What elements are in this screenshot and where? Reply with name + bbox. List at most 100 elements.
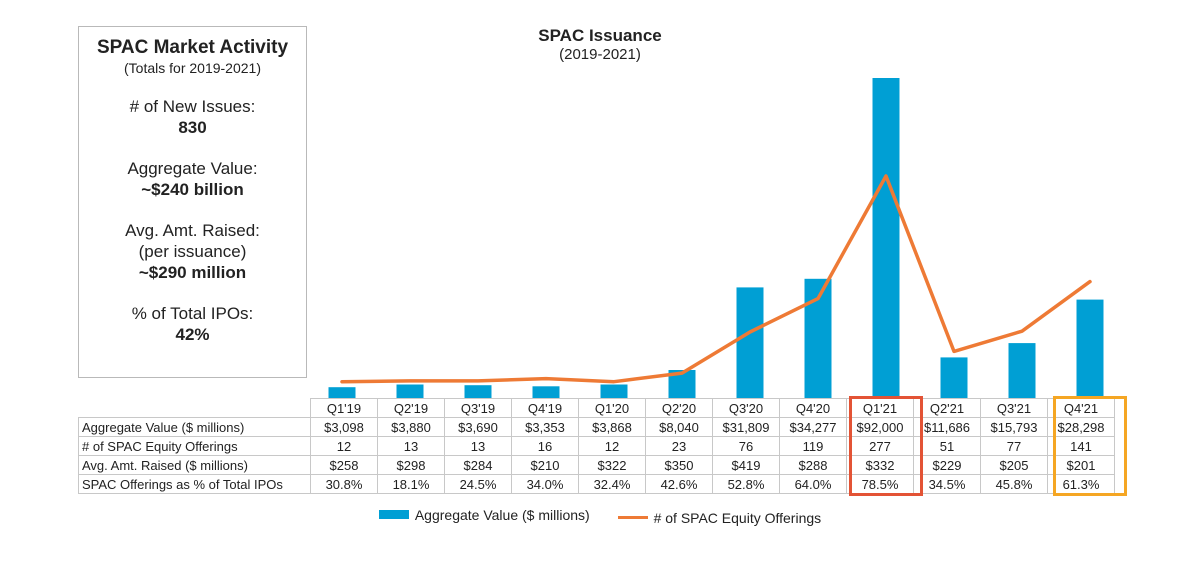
summary-box: SPAC Market Activity (Totals for 2019-20… — [78, 26, 307, 378]
summary-stat-value: 42% — [175, 325, 210, 344]
data-table: Q1'19 Q2'19 Q3'19 Q4'19 Q1'20 Q2'20 Q3'20 Q4'20… — [78, 398, 1115, 494]
legend-item-bar: Aggregate Value ($ millions) — [378, 506, 590, 523]
table-cell: $298 — [377, 455, 445, 475]
table-cell: $3,353 — [511, 417, 579, 437]
table-cell: 77 — [980, 436, 1048, 456]
table-cell: $288 — [779, 455, 847, 475]
summary-stat-label: Avg. Amt. Raised: — [125, 221, 260, 240]
table-cell: 119 — [779, 436, 847, 456]
table-header-cell: Q1'20 — [578, 398, 646, 418]
table-cell: $3,880 — [377, 417, 445, 437]
table-cell: 13 — [444, 436, 512, 456]
legend-label-bar: Aggregate Value ($ millions) — [414, 506, 590, 523]
table-header-cell: Q1'19 — [310, 398, 378, 418]
table-cell: $332 — [846, 455, 914, 475]
summary-stat-note: (per issuance) — [138, 242, 247, 261]
table-cell: 34.5% — [913, 474, 981, 494]
summary-stat-value: ~$240 billion — [141, 180, 244, 199]
summary-stat-label: % of Total IPOs: — [131, 304, 254, 323]
table-cell: $322 — [578, 455, 646, 475]
table-header-cell: Q3'19 — [444, 398, 512, 418]
table-row: Avg. Amt. Raised ($ millions) $258 $298 $28… — [78, 455, 1115, 475]
bar-Q3'21 — [1008, 343, 1036, 398]
table-cell: $3,098 — [310, 417, 378, 437]
table-cell: $284 — [444, 455, 512, 475]
bar-Q4'21 — [1076, 299, 1104, 398]
table-row: SPAC Offerings as % of Total IPOs 30.8% 18… — [78, 474, 1115, 494]
table-cell: 23 — [645, 436, 713, 456]
bar-Q1'19 — [328, 387, 356, 398]
table-cell: 32.4% — [578, 474, 646, 494]
table-cell: 64.0% — [779, 474, 847, 494]
table-cell: $8,040 — [645, 417, 713, 437]
legend-swatch-bar — [378, 510, 409, 519]
table-cell: 42.6% — [645, 474, 713, 494]
table-cell: $15,793 — [980, 417, 1048, 437]
table-header-cell: Q1'21 — [846, 398, 914, 418]
table-cell: 16 — [511, 436, 579, 456]
table-cell: $31,809 — [712, 417, 780, 437]
table-header-cell: Q2'21 — [913, 398, 981, 418]
summary-stat: Avg. Amt. Raised: (per issuance) ~$290 mil… — [79, 220, 306, 283]
summary-title: SPAC Market Activity — [96, 37, 289, 58]
table-cell: $205 — [980, 455, 1048, 475]
bar-Q2'19 — [396, 384, 424, 398]
table-row: # of SPAC Equity Offerings 12 13 13 16 12 23 76… — [78, 436, 1115, 456]
table-cell: $210 — [511, 455, 579, 475]
table-cell: 45.8% — [980, 474, 1048, 494]
table-cell: 51 — [913, 436, 981, 456]
table-cell: 141 — [1047, 436, 1115, 456]
table-cell: 52.8% — [712, 474, 780, 494]
summary-stat: Aggregate Value: ~$240 billion — [79, 158, 306, 200]
legend-swatch-line — [617, 516, 648, 519]
series-line-offerings — [340, 174, 1092, 384]
table-cell: 12 — [310, 436, 378, 456]
table-cell: $11,686 — [913, 417, 981, 437]
bar-Q3'19 — [464, 385, 492, 398]
table-cell: $229 — [913, 455, 981, 475]
summary-stat-value: 830 — [178, 118, 207, 137]
legend-label-line: # of SPAC Equity Offerings — [653, 509, 822, 526]
summary-stat-value: ~$290 million — [138, 263, 247, 282]
legend-item-line: # of SPAC Equity Offerings — [617, 509, 822, 526]
summary-subtitle: (Totals for 2019-2021) — [124, 60, 261, 76]
table-cell: $3,868 — [578, 417, 646, 437]
table-cell: $201 — [1047, 455, 1115, 475]
chart-title: SPAC Issuance — [538, 26, 662, 45]
table-cell: 24.5% — [444, 474, 512, 494]
bar-Q1'20 — [600, 384, 628, 398]
table-cell: $92,000 — [846, 417, 914, 437]
table-cell: 61.3% — [1047, 474, 1115, 494]
data-table-wrap: Q1'19 Q2'19 Q3'19 Q4'19 Q1'20 Q2'20 Q3'20 Q4'20… — [78, 398, 1115, 494]
table-cell: $258 — [310, 455, 378, 475]
table-cell: 277 — [846, 436, 914, 456]
table-cell: $419 — [712, 455, 780, 475]
table-cell: 13 — [377, 436, 445, 456]
table-header-cell: Q4'19 — [511, 398, 579, 418]
legend: Aggregate Value ($ millions) # of SPAC E… — [0, 506, 1200, 526]
table-cell: $28,298 — [1047, 417, 1115, 437]
table-corner — [79, 399, 311, 418]
table-header-cell: Q2'19 — [377, 398, 445, 418]
table-header-cell: Q4'20 — [779, 398, 847, 418]
bar-Q2'21 — [940, 357, 968, 398]
table-row: Aggregate Value ($ millions) $3,098 $3,880… — [78, 417, 1115, 437]
table-cell: $3,690 — [444, 417, 512, 437]
table-row-label: Aggregate Value ($ millions) — [78, 417, 311, 437]
bar-Q3'20 — [736, 287, 764, 398]
table-header-cell: Q3'21 — [980, 398, 1048, 418]
table-cell: 18.1% — [377, 474, 445, 494]
table-row-label: Avg. Amt. Raised ($ millions) — [78, 455, 311, 475]
bar-Q1'21 — [872, 78, 900, 398]
table-header-cell: Q3'20 — [712, 398, 780, 418]
chart-plot — [328, 78, 1104, 398]
table-header-cell: Q2'20 — [645, 398, 713, 418]
chart-subtitle: (2019-2021) — [559, 46, 641, 63]
table-row-label: # of SPAC Equity Offerings — [78, 436, 311, 456]
table-cell: 76 — [712, 436, 780, 456]
table-cell: 30.8% — [310, 474, 378, 494]
table-cell: 78.5% — [846, 474, 914, 494]
summary-stat-label: # of New Issues: — [129, 97, 256, 116]
table-header-cell: Q4'21 — [1047, 398, 1115, 418]
table-cell: 34.0% — [511, 474, 579, 494]
